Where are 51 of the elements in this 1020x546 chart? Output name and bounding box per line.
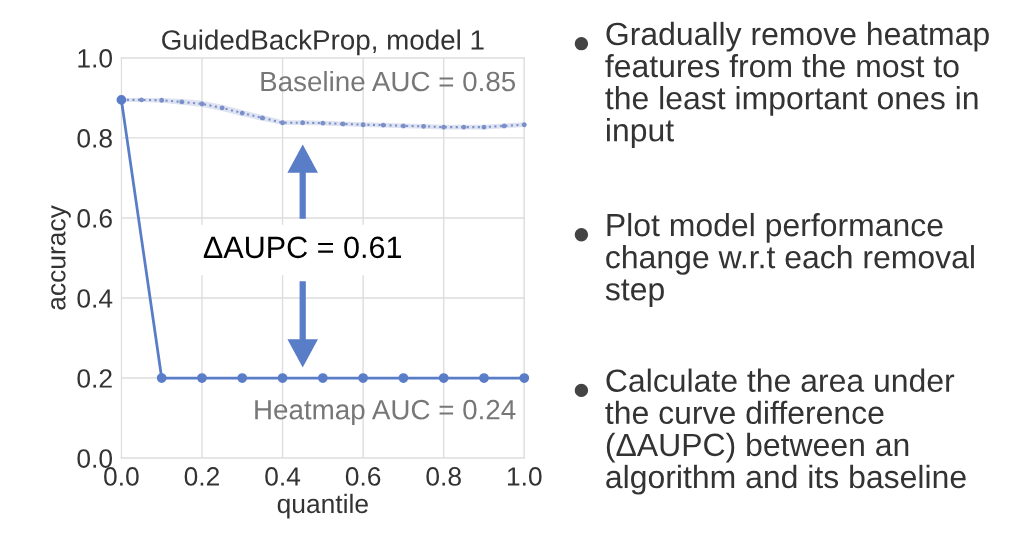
point bbox=[219, 105, 225, 111]
point bbox=[259, 115, 265, 121]
point bbox=[277, 373, 288, 383]
x-tick-label: 0.4 bbox=[265, 467, 301, 486]
point bbox=[156, 373, 167, 383]
point bbox=[519, 373, 530, 383]
point bbox=[501, 123, 507, 129]
point bbox=[441, 124, 447, 130]
point bbox=[159, 97, 165, 103]
text: Gradually remove heatmap features from the most to the least important ones in input bbox=[605, 21, 989, 148]
annotation: Baseline AUC = 0.85 bbox=[261, 70, 516, 92]
x-tick-label: 0.2 bbox=[184, 467, 219, 486]
y-tick-label: 0.4 bbox=[77, 289, 113, 308]
point bbox=[179, 99, 185, 105]
point bbox=[300, 120, 306, 126]
y-axis-title: accuracy bbox=[51, 205, 71, 310]
annotation: ΔAUPC = 0.61 bbox=[203, 236, 401, 259]
text: Calculate the area under the curve difference (ΔAUPC) between an algorithm and its baseline bbox=[605, 368, 966, 495]
point bbox=[479, 373, 489, 383]
point bbox=[320, 120, 326, 126]
point bbox=[199, 101, 205, 107]
y-tick-label: 0.0 bbox=[77, 449, 113, 468]
point bbox=[421, 123, 426, 129]
text: Plot model performance change w.r.t each removal step bbox=[605, 212, 974, 307]
point bbox=[521, 122, 527, 128]
y-tick-label: 0.6 bbox=[77, 209, 112, 228]
point bbox=[358, 373, 368, 383]
point bbox=[481, 124, 487, 130]
y-tick-label: 1.0 bbox=[78, 49, 113, 68]
point bbox=[317, 373, 328, 383]
point bbox=[237, 373, 248, 383]
x-tick-label: 0.6 bbox=[345, 467, 381, 486]
point bbox=[340, 121, 346, 127]
y-tick-label: 0.8 bbox=[77, 129, 112, 148]
y-tick-label: 0.2 bbox=[77, 369, 112, 388]
point bbox=[280, 120, 285, 126]
x-tick-label: 1.0 bbox=[507, 467, 542, 486]
x-tick-label: 0.8 bbox=[426, 467, 461, 486]
point bbox=[239, 110, 245, 116]
x-axis-title: quantile bbox=[277, 493, 368, 519]
point bbox=[400, 123, 406, 129]
chart-title: GuidedBackProp, model 1 bbox=[162, 29, 484, 56]
point bbox=[360, 122, 366, 128]
annotation: Heatmap AUC = 0.24 bbox=[255, 399, 516, 426]
point bbox=[398, 373, 409, 383]
point bbox=[139, 97, 144, 103]
x-tick-label: 0.0 bbox=[104, 467, 139, 486]
point bbox=[461, 124, 467, 130]
point bbox=[380, 122, 386, 128]
point bbox=[197, 373, 207, 383]
point bbox=[438, 373, 449, 383]
